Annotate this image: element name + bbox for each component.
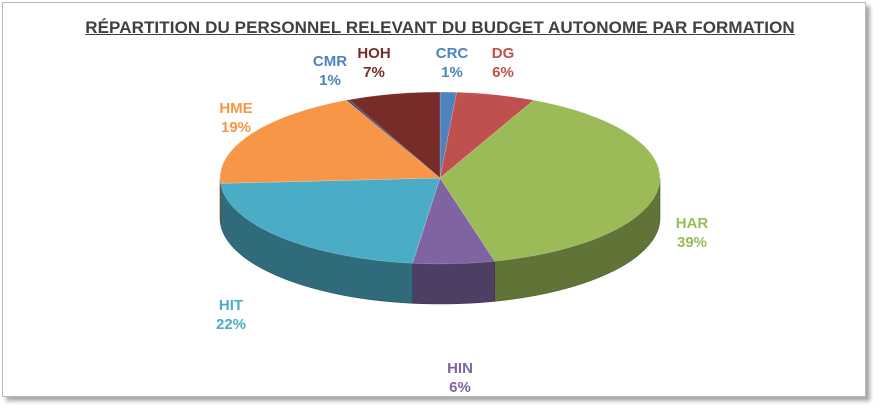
chart-title: RÉPARTITION DU PERSONNEL RELEVANT DU BUD… [85,18,795,37]
slice-label-hit: HIT 22% [216,297,246,333]
pie-slice-hoh [348,91,441,179]
pie-slice-crc [439,91,457,179]
slice-label-cmr: CMR 1% [313,53,347,89]
pie-slice-hit [220,177,441,264]
pie-slice-dg [439,91,535,179]
slice-label-hme: HME 19% [219,100,252,136]
pie-side-hin [412,260,496,305]
slice-label-har: HAR 39% [676,215,709,251]
pie-slice-har [439,99,661,262]
pie-slice-hme [219,99,441,184]
slice-label-crc: CRC 1% [436,45,469,81]
slice-label-hoh: HOH 7% [357,45,390,81]
pie-slice-cmr [345,99,441,179]
slice-label-dg: DG 6% [492,45,515,81]
pie-slice-hin [412,177,496,265]
slice-label-hin: HIN 6% [447,360,473,396]
